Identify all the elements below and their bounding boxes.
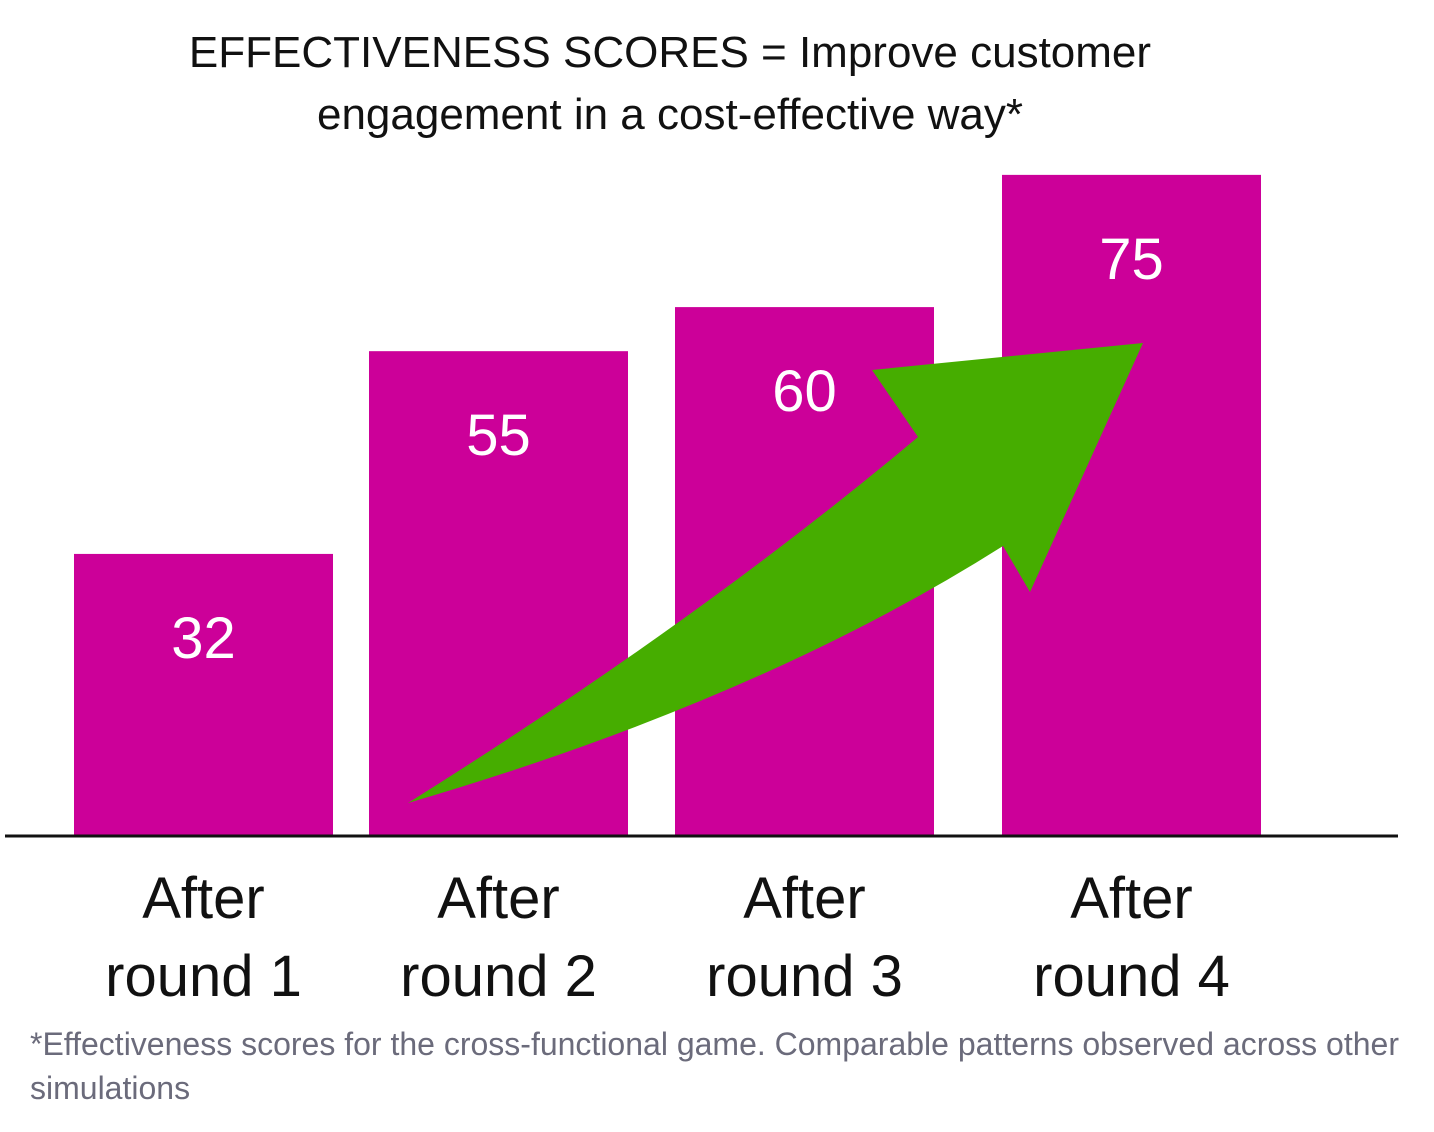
value-label: 55 [466, 403, 531, 469]
x-tick-label: After round 4 [1033, 866, 1230, 1009]
x-tick-label: After round 3 [706, 866, 903, 1009]
bar [74, 553, 333, 836]
value-label: 32 [171, 605, 236, 671]
value-label: 60 [772, 359, 837, 425]
value-label: 75 [1099, 226, 1164, 292]
x-tick-label: After round 1 [105, 866, 302, 1009]
footnote: *Effectiveness scores for the cross-func… [30, 1026, 1399, 1106]
x-tick-label: After round 2 [400, 866, 597, 1009]
trend-arrow [408, 343, 1143, 803]
chart-title: EFFECTIVENESS SCORES = Improve customer … [188, 28, 1152, 139]
